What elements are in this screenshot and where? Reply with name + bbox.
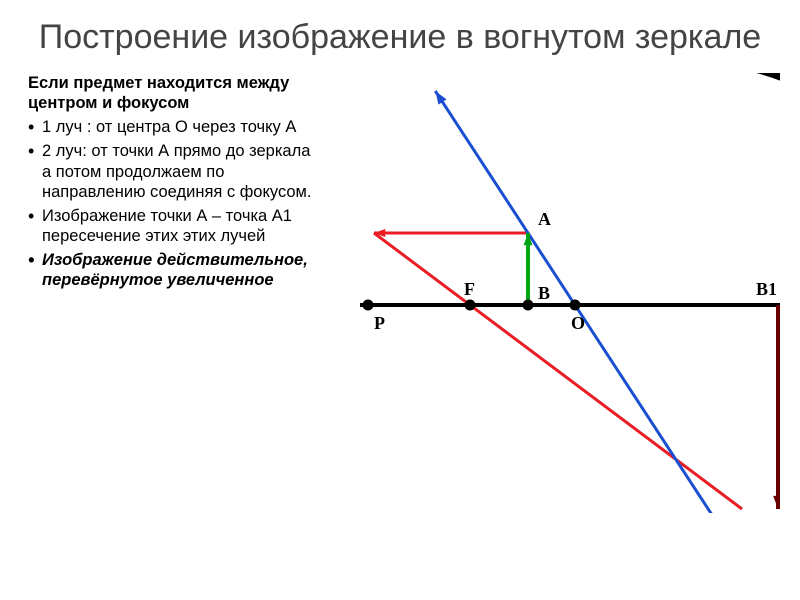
bullet-item-emph: Изображение действительное, перевёрнутое…: [42, 250, 322, 290]
svg-text:P: P: [374, 313, 385, 333]
lead-text: Если предмет находится между центром и ф…: [28, 73, 322, 113]
bullet-item: 1 луч : от центра О через точку А: [42, 117, 322, 137]
bullet-item: Изображение точки А – точка А1 пересечен…: [42, 206, 322, 246]
bullet-list: 1 луч : от центра О через точку А 2 луч:…: [28, 117, 322, 290]
bullet-item: 2 луч: от точки А прямо до зеркала а пот…: [42, 141, 322, 201]
slide: Построение изображение в вогнутом зеркал…: [0, 0, 800, 600]
svg-text:В1: В1: [756, 279, 777, 299]
svg-text:F: F: [464, 279, 475, 299]
svg-text:B: B: [538, 283, 550, 303]
svg-text:A: A: [538, 209, 551, 229]
content-row: Если предмет находится между центром и ф…: [28, 73, 772, 513]
svg-text:O: O: [571, 313, 585, 333]
mirror-diagram: ABFOPВ1: [330, 73, 772, 513]
page-title: Построение изображение в вогнутом зеркал…: [28, 18, 772, 57]
text-column: Если предмет находится между центром и ф…: [28, 73, 322, 513]
